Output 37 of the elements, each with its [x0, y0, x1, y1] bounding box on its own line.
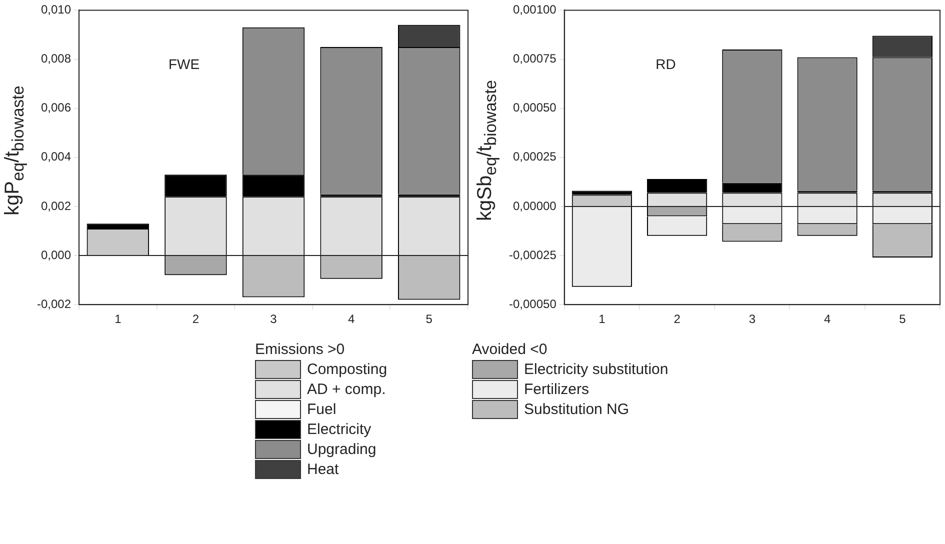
x-tick-label: 1 — [598, 312, 606, 326]
y-tick-label: 0,00100 — [512, 2, 557, 17]
y-tick-label: 0,00050 — [512, 100, 557, 115]
x-tick-label: 5 — [426, 312, 433, 326]
x-tick-label: 4 — [348, 312, 355, 326]
legend-label: Fertilizers — [524, 380, 590, 399]
x-tick-label: 2 — [674, 312, 681, 326]
legend-label: Electricity substitution — [524, 360, 668, 379]
y-tick-label: 0,004 — [40, 150, 72, 164]
legend-label: Heat — [307, 460, 339, 479]
x-tick-label: 4 — [824, 312, 831, 326]
legend-label: Substitution NG — [524, 400, 630, 419]
legend-label: Fuel — [307, 400, 336, 419]
y-tick-label: 0,008 — [40, 52, 72, 66]
x-tick-label: 1 — [114, 312, 122, 326]
y-tick-label: 0,00025 — [512, 150, 557, 164]
y-tick-label: 0,010 — [40, 2, 72, 17]
y-tick-label: -0,00050 — [509, 296, 557, 311]
y-tick-label: 0,00000 — [512, 198, 557, 213]
legend-label: Composting — [307, 360, 388, 379]
y-tick-label: 0,00075 — [512, 52, 557, 66]
y-tick-label: 0,002 — [40, 198, 72, 213]
y-tick-label: 0,006 — [40, 100, 72, 115]
annotation: RD — [656, 56, 676, 72]
legend-title: Emissions >0 — [255, 340, 346, 359]
x-tick-label: 3 — [270, 312, 278, 326]
legend-label: Electricity — [307, 420, 372, 439]
x-tick-label: 3 — [748, 312, 756, 326]
y-tick-label: 0,000 — [40, 248, 72, 262]
x-tick-label: 2 — [192, 312, 200, 326]
legend-title: Avoided <0 — [472, 340, 548, 359]
x-tick-label: 5 — [899, 312, 906, 326]
y-tick-label: -0,002 — [36, 296, 72, 311]
legend-label: AD + comp. — [307, 380, 386, 399]
y-tick-label: -0,00025 — [509, 248, 557, 262]
annotation: FWE — [168, 56, 200, 72]
legend-label: Upgrading — [307, 440, 376, 459]
